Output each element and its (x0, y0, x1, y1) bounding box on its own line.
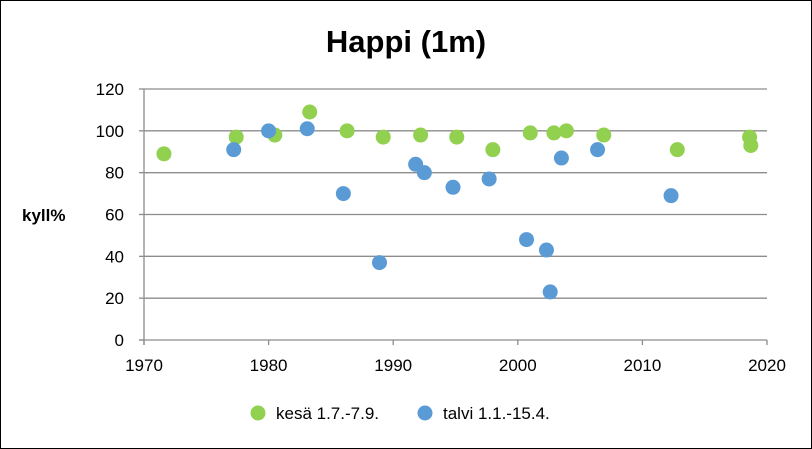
data-point-talvi (445, 179, 461, 195)
data-point-kesa (228, 129, 244, 145)
data-point-kesa (375, 129, 391, 145)
data-point-kesa (596, 127, 612, 143)
y-axis-label: kyll% (22, 206, 65, 225)
data-point-talvi (416, 165, 432, 181)
data-point-kesa (558, 123, 574, 139)
data-point-kesa (546, 125, 562, 141)
y-tick-label: 40 (105, 247, 124, 266)
legend-marker (250, 405, 266, 421)
data-point-talvi (335, 186, 351, 202)
x-tick-label: 1970 (125, 356, 163, 375)
data-point-talvi (481, 171, 497, 187)
x-tick-label: 2020 (748, 356, 786, 375)
data-point-kesa (669, 142, 685, 158)
data-point-kesa (522, 125, 538, 141)
data-point-kesa (743, 137, 759, 153)
data-point-talvi (299, 121, 315, 137)
legend-marker (417, 405, 433, 421)
y-tick-label: 120 (96, 80, 124, 99)
x-tick-labels: 1970 1980 1990 2000 2010 2020 (125, 356, 786, 375)
data-point-talvi (519, 232, 535, 248)
x-tick-label: 1980 (250, 356, 288, 375)
x-tick-label: 1990 (374, 356, 412, 375)
y-tick-labels: 0 20 40 60 80 100 120 (96, 80, 124, 350)
data-point-talvi (590, 142, 606, 158)
data-point-kesa (156, 146, 172, 162)
y-tick-label: 80 (105, 164, 124, 183)
data-point-kesa (413, 127, 429, 143)
data-point-talvi (663, 188, 679, 204)
data-points (156, 104, 759, 300)
legend-label: kesä 1.7.-7.9. (276, 404, 379, 423)
data-point-talvi (261, 123, 277, 139)
data-point-kesa (302, 104, 318, 120)
data-point-talvi (553, 150, 569, 166)
x-tick-label: 2000 (499, 356, 537, 375)
data-point-talvi (371, 255, 387, 271)
y-tick-label: 60 (105, 206, 124, 225)
legend-label: talvi 1.1.-15.4. (443, 404, 550, 423)
data-point-talvi (538, 242, 554, 258)
data-point-talvi (542, 284, 558, 300)
y-tick-label: 100 (96, 122, 124, 141)
y-tick-label: 0 (115, 331, 124, 350)
data-point-kesa (485, 142, 501, 158)
chart-title: Happi (1m) (326, 24, 486, 59)
legend: kesä 1.7.-7.9. talvi 1.1.-15.4. (250, 404, 550, 423)
x-tick-label: 2010 (623, 356, 661, 375)
axes (139, 88, 768, 345)
data-point-kesa (339, 123, 355, 139)
data-point-talvi (226, 142, 242, 158)
data-point-kesa (449, 129, 465, 145)
y-tick-label: 20 (105, 289, 124, 308)
